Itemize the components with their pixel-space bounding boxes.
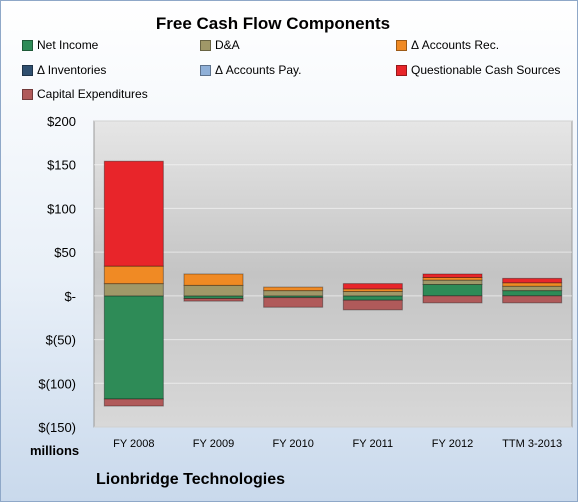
y-tick-label: $(50) <box>46 333 76 348</box>
y-tick-label: $100 <box>47 201 76 216</box>
bar-segment <box>183 273 244 286</box>
bar-segment <box>183 284 244 297</box>
bar-segment <box>263 286 324 292</box>
bar-segment <box>342 283 403 290</box>
bar-segment <box>342 290 403 297</box>
bar-segment <box>263 290 324 297</box>
legend-swatch <box>200 39 211 51</box>
x-tick-label: FY 2010 <box>272 438 313 450</box>
y-tick-label: $(150) <box>38 420 76 435</box>
bar-segment <box>103 160 164 267</box>
bar-segment <box>342 295 403 301</box>
bar-segment <box>103 295 164 400</box>
bar-segment <box>422 283 483 297</box>
x-tick-label: FY 2008 <box>113 438 154 450</box>
x-tick-label: FY 2011 <box>353 438 394 450</box>
legend-label: Δ Accounts Rec. <box>411 38 500 52</box>
legend-swatch <box>22 64 33 76</box>
bar-segment <box>422 273 483 278</box>
legend-item: Capital Expenditures <box>22 87 148 101</box>
legend-item: Δ Accounts Pay. <box>200 63 302 77</box>
plot-area <box>93 120 573 428</box>
legend-swatch <box>396 64 407 76</box>
legend-item: Questionable Cash Sources <box>396 63 560 77</box>
bar-segment <box>502 295 563 304</box>
bar-segment <box>183 297 244 302</box>
legend-label: D&A <box>215 38 240 52</box>
y-tick-label: $50 <box>54 245 76 260</box>
y-tick-label: $(100) <box>38 376 76 391</box>
legend-label: Δ Inventories <box>37 63 107 77</box>
bar-segment <box>103 265 164 285</box>
company-name: Lionbridge Technologies <box>96 471 286 488</box>
x-tick-label: TTM 3-2013 <box>502 438 562 450</box>
legend-swatch <box>22 39 33 51</box>
legend-swatch <box>22 88 33 100</box>
bar-segment <box>342 299 403 311</box>
y-tick-label: $200 <box>47 114 76 129</box>
x-axis-ticks: FY 2008 FY 2009 FY 2010 FY 2011 FY 2012 TTM 3… <box>113 438 562 450</box>
legend-label: Δ Accounts Pay. <box>215 63 302 77</box>
legend-item: Net Income <box>22 38 98 52</box>
bar-segment <box>103 398 164 407</box>
x-tick-label: FY 2009 <box>193 438 234 450</box>
bar-segment <box>502 282 563 287</box>
y-tick-label: $150 <box>47 158 76 173</box>
x-tick-label: FY 2012 <box>432 438 473 450</box>
units-label: millions <box>30 443 80 458</box>
legend-item: Δ Inventories <box>22 63 106 77</box>
legend-label: Questionable Cash Sources <box>411 63 561 77</box>
legend-label: Capital Expenditures <box>37 87 148 101</box>
y-axis-ticks: $200 $150 $100 $50 $- $(50) $(100) $(150) <box>38 114 76 435</box>
bar-segment <box>502 290 563 297</box>
bar-segment <box>502 277 563 284</box>
bar-segment <box>422 295 483 304</box>
legend-label: Net Income <box>37 38 99 52</box>
bars <box>103 160 563 407</box>
bar-segment <box>422 279 483 285</box>
legend-swatch <box>200 64 211 76</box>
bar-segment <box>502 285 563 292</box>
bar-segment <box>103 283 164 297</box>
bar-segment <box>263 297 324 308</box>
chart-title: Free Cash Flow Components <box>155 14 391 33</box>
legend-swatch <box>396 39 407 51</box>
legend-item: D&A <box>200 38 240 52</box>
legend-item: Δ Accounts Rec. <box>396 38 499 52</box>
gridlines <box>94 120 572 428</box>
y-tick-label: $- <box>64 289 76 304</box>
